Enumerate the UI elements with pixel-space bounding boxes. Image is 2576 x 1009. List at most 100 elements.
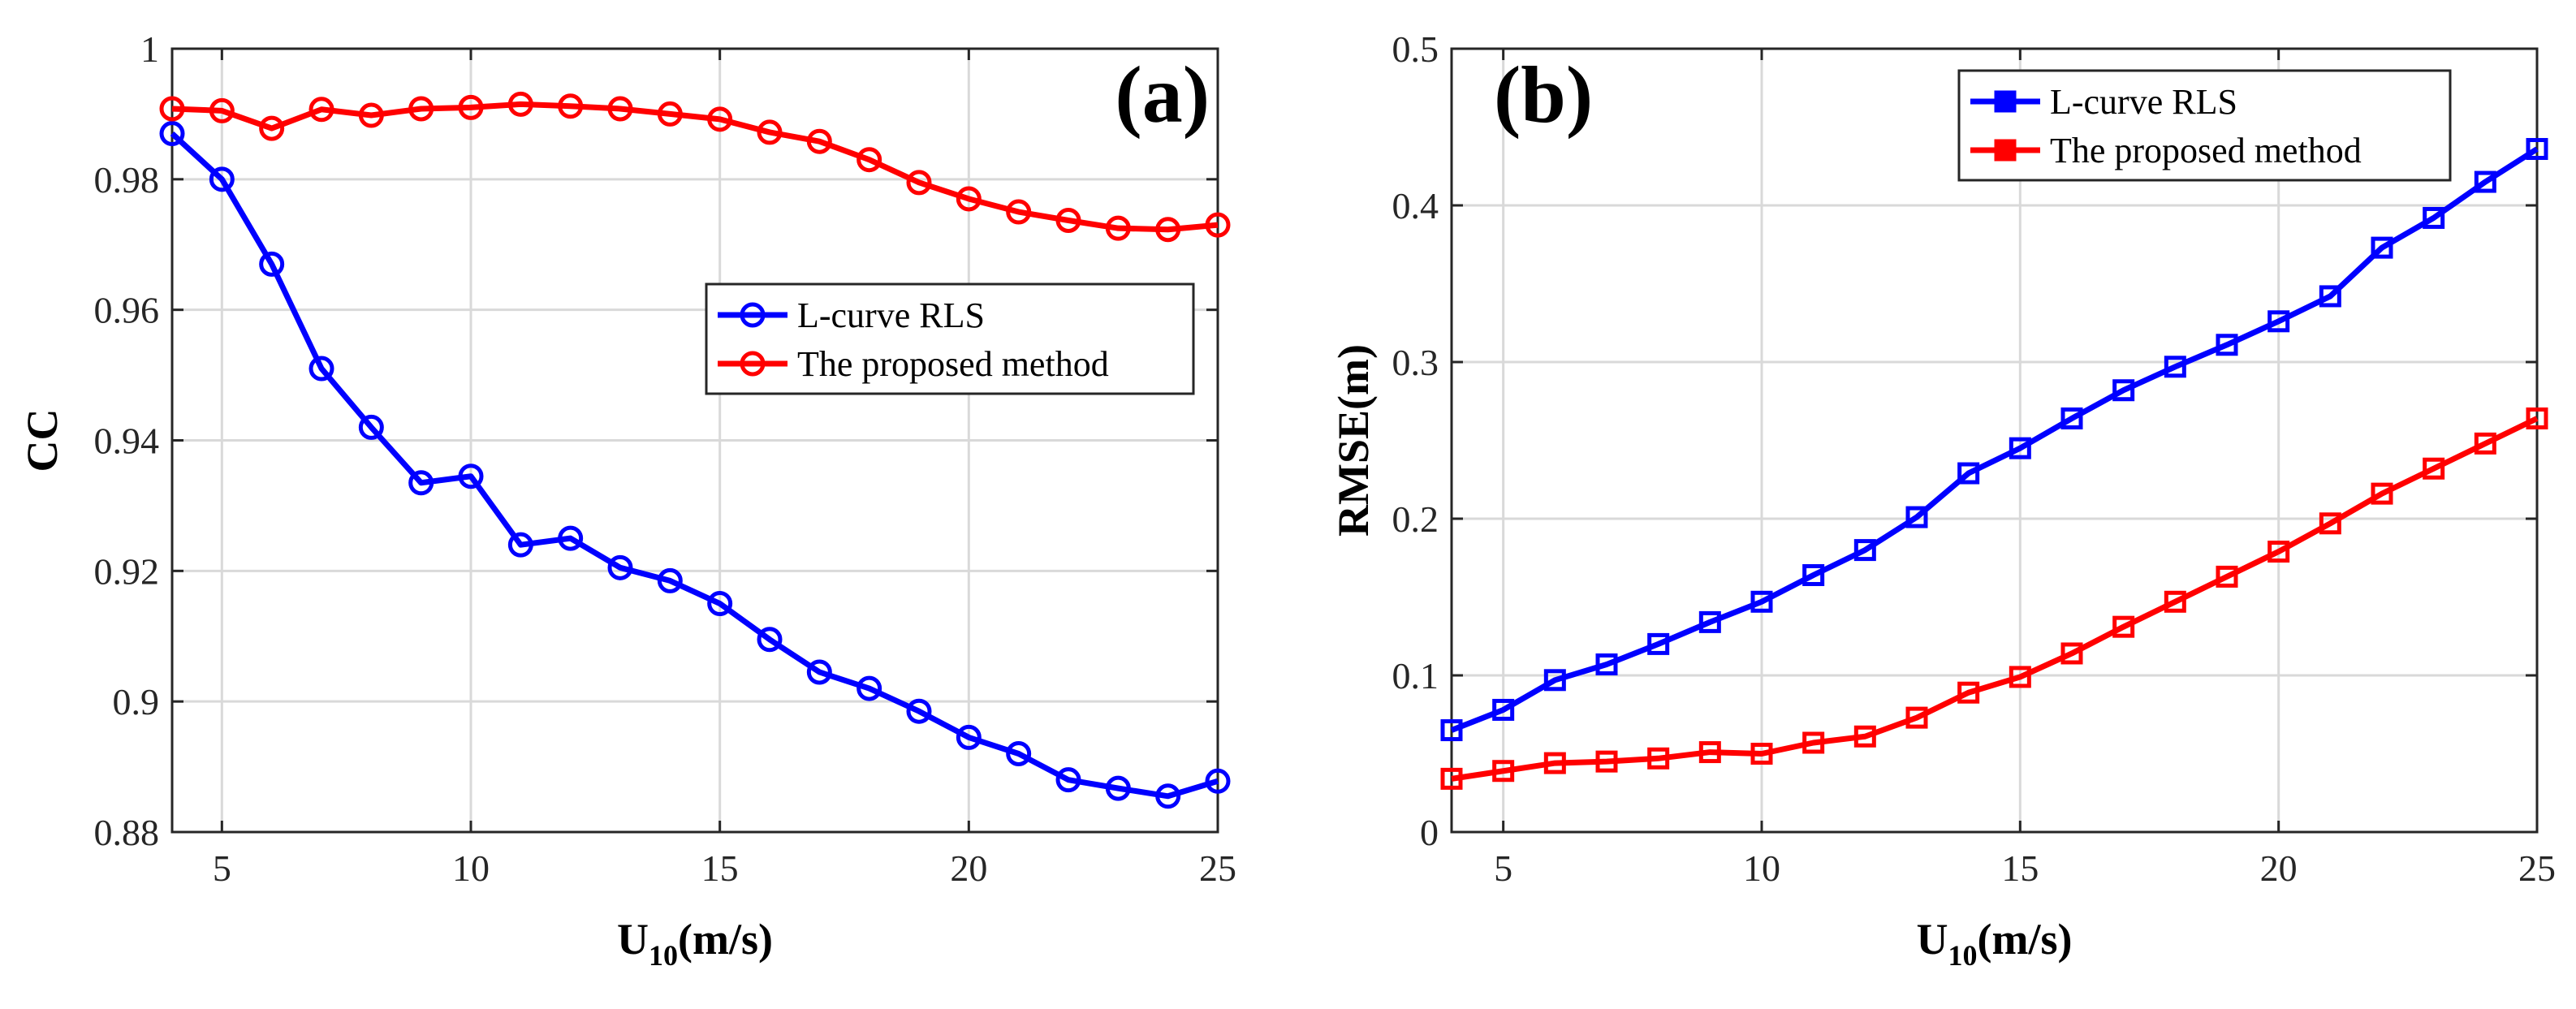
data-point — [2526, 407, 2548, 429]
data-point — [757, 627, 783, 653]
data-point — [2371, 236, 2393, 259]
data-point — [757, 119, 783, 145]
data-point — [209, 97, 235, 123]
data-point — [507, 532, 533, 558]
y-axis-label: CC — [18, 409, 67, 472]
data-point — [1647, 632, 1670, 655]
y-tick-label: 0.9 — [113, 681, 160, 722]
data-point — [1492, 760, 1515, 783]
data-point — [1006, 741, 1032, 766]
x-tick-label: 15 — [2001, 847, 2039, 889]
panel-a: 5 10 15 20 250.880.90.920.940.960.981U10(m/s… — [18, 28, 1236, 972]
data-point — [2526, 138, 2548, 161]
data-point — [607, 96, 633, 122]
y-tick-label: 1 — [140, 28, 159, 70]
data-point — [1543, 669, 1566, 692]
legend-marker — [740, 351, 766, 377]
data-point — [259, 115, 285, 141]
data-point — [906, 170, 932, 196]
data-point — [1055, 767, 1081, 793]
data-point — [408, 96, 434, 122]
legend-marker — [740, 302, 766, 328]
data-point — [1440, 719, 1463, 742]
data-point — [806, 128, 832, 154]
data-point — [1205, 212, 1231, 238]
data-point — [1698, 610, 1721, 633]
data-point — [2267, 310, 2290, 333]
x-tick-label: 5 — [1494, 847, 1512, 889]
data-point — [1853, 725, 1876, 748]
data-point — [408, 470, 434, 496]
data-point — [2474, 432, 2496, 455]
data-point — [956, 724, 982, 750]
data-point — [458, 464, 484, 489]
x-tick-label: 25 — [1199, 847, 1236, 889]
data-point — [2112, 379, 2135, 402]
y-tick-label: 0.1 — [1392, 655, 1439, 696]
x-axis-label-main: U — [617, 915, 649, 964]
y-tick-label: 0.96 — [94, 290, 160, 331]
series-line-1 — [171, 101, 1219, 233]
data-point — [1543, 752, 1566, 774]
x-axis-label-subscript: 10 — [1948, 939, 1978, 972]
data-point — [558, 525, 584, 551]
data-point — [259, 251, 285, 277]
x-tick-label: 5 — [213, 847, 231, 889]
y-axis-label: RMSE(m) — [1329, 344, 1378, 537]
panel-b: 5 10 15 20 2500.10.20.30.40.5U10(m/s)RMSE(m)… — [1329, 28, 2556, 972]
data-point — [857, 675, 882, 701]
legend-entry-label: The proposed method — [797, 344, 1109, 384]
legend-box — [1957, 69, 2452, 182]
x-axis-label: U10(m/s) — [1917, 915, 2073, 972]
data-point — [1905, 506, 1928, 528]
data-point — [1205, 768, 1231, 794]
data-point — [1802, 563, 1825, 586]
data-point — [358, 414, 384, 440]
data-point — [707, 106, 733, 132]
data-point — [309, 97, 334, 123]
data-point — [2319, 285, 2341, 308]
data-point — [607, 554, 633, 580]
data-point — [2216, 565, 2238, 588]
data-point — [2474, 170, 2496, 193]
data-point — [2371, 482, 2393, 505]
data-point — [1853, 539, 1876, 562]
data-point — [1698, 741, 1721, 764]
data-point — [657, 567, 683, 593]
data-point — [2009, 437, 2031, 459]
data-point — [1957, 681, 1980, 704]
data-point — [857, 147, 882, 173]
data-point — [1440, 767, 1463, 790]
data-point — [1155, 783, 1181, 809]
y-tick-label: 0.5 — [1392, 28, 1439, 70]
data-point — [956, 186, 982, 212]
data-point — [558, 93, 584, 119]
data-point — [1595, 653, 1618, 675]
data-point — [1957, 462, 1980, 485]
x-axis-label-main: U — [1917, 915, 1948, 964]
data-point — [2267, 541, 2290, 563]
data-point — [707, 591, 733, 617]
data-point — [1155, 217, 1181, 243]
legend-box — [705, 282, 1195, 395]
x-tick-label: 15 — [701, 847, 739, 889]
data-point — [458, 94, 484, 120]
legend-marker — [1994, 139, 2017, 162]
series-line-0 — [1450, 146, 2539, 733]
data-point — [2216, 334, 2238, 356]
data-point — [1105, 215, 1131, 241]
data-point — [309, 356, 334, 382]
y-tick-label: 0.3 — [1392, 342, 1439, 383]
y-tick-label: 0.92 — [94, 550, 160, 592]
x-axis-label-subscript: 10 — [649, 939, 678, 972]
data-point — [2060, 407, 2083, 429]
y-tick-label: 0.94 — [94, 420, 160, 462]
y-tick-label: 0 — [1420, 812, 1439, 853]
data-point — [1105, 775, 1131, 801]
x-tick-label: 20 — [950, 847, 987, 889]
x-tick-label: 20 — [2260, 847, 2298, 889]
data-point — [1595, 750, 1618, 773]
data-point — [1905, 706, 1928, 729]
data-point — [2423, 457, 2445, 480]
